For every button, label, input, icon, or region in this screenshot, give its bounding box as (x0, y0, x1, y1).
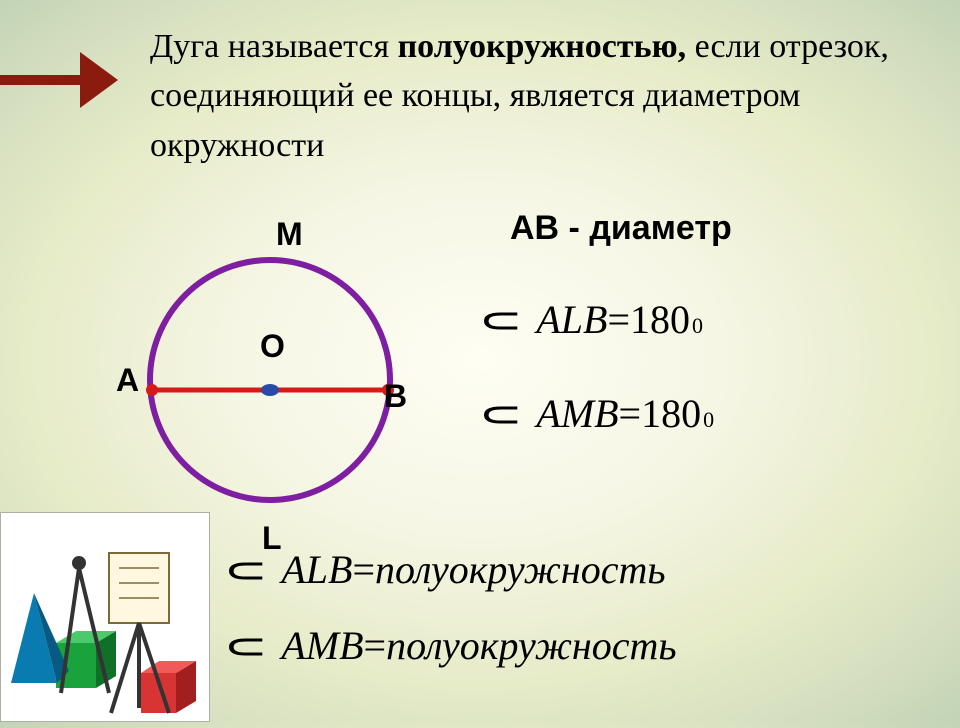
eq-sup: 0 (692, 313, 703, 339)
def-part1: Дуга называется (150, 28, 398, 65)
point-O (261, 384, 279, 396)
eq-val: 180 (630, 296, 690, 343)
eq-val: 180 (641, 390, 701, 437)
circle-svg (120, 230, 420, 550)
geometry-tools-svg (1, 513, 211, 723)
eq-sup: 0 (703, 407, 714, 433)
title-arrow (0, 52, 120, 108)
label-O: O (260, 328, 285, 365)
eq-eq: = (352, 546, 375, 593)
circle-outline (150, 260, 390, 500)
arrow-line (0, 75, 90, 85)
arc-symbol-icon: ∪ (215, 558, 282, 584)
geometry-tools-icon (0, 512, 210, 722)
eq-word: полуокружность (386, 622, 677, 669)
equation-alb-180: ∪ ALB = 180 0 (490, 296, 703, 343)
eq-eq: = (364, 622, 387, 669)
equation-alb-semicircle: ∪ ALB = полуокружность (235, 546, 666, 593)
eq-eq: = (619, 390, 642, 437)
eq-arc: ALB (281, 546, 352, 593)
label-B: B (384, 378, 407, 415)
eq-word: полуокружность (375, 546, 666, 593)
def-bold: полуокружностью, (398, 28, 686, 65)
eq-arc: ALB (536, 296, 607, 343)
eq-arc: AMB (536, 390, 618, 437)
ab-diameter-label: AB - диаметр (510, 209, 732, 248)
arrow-head-icon (80, 52, 118, 108)
eq-arc: AMB (281, 622, 363, 669)
circle-diagram: M A B O L (120, 230, 420, 550)
definition-text: Дуга называется полуокружностью, если от… (150, 22, 940, 170)
point-A (146, 384, 158, 396)
label-M: M (276, 216, 303, 253)
eq-eq: = (607, 296, 630, 343)
arc-symbol-icon: ∪ (470, 402, 537, 428)
label-A: A (116, 362, 139, 399)
arc-symbol-icon: ∪ (215, 634, 282, 660)
arc-symbol-icon: ∪ (470, 308, 537, 334)
equation-amb-180: ∪ AMB = 180 0 (490, 390, 714, 437)
equation-amb-semicircle: ∪ AMB = полуокружность (235, 622, 677, 669)
